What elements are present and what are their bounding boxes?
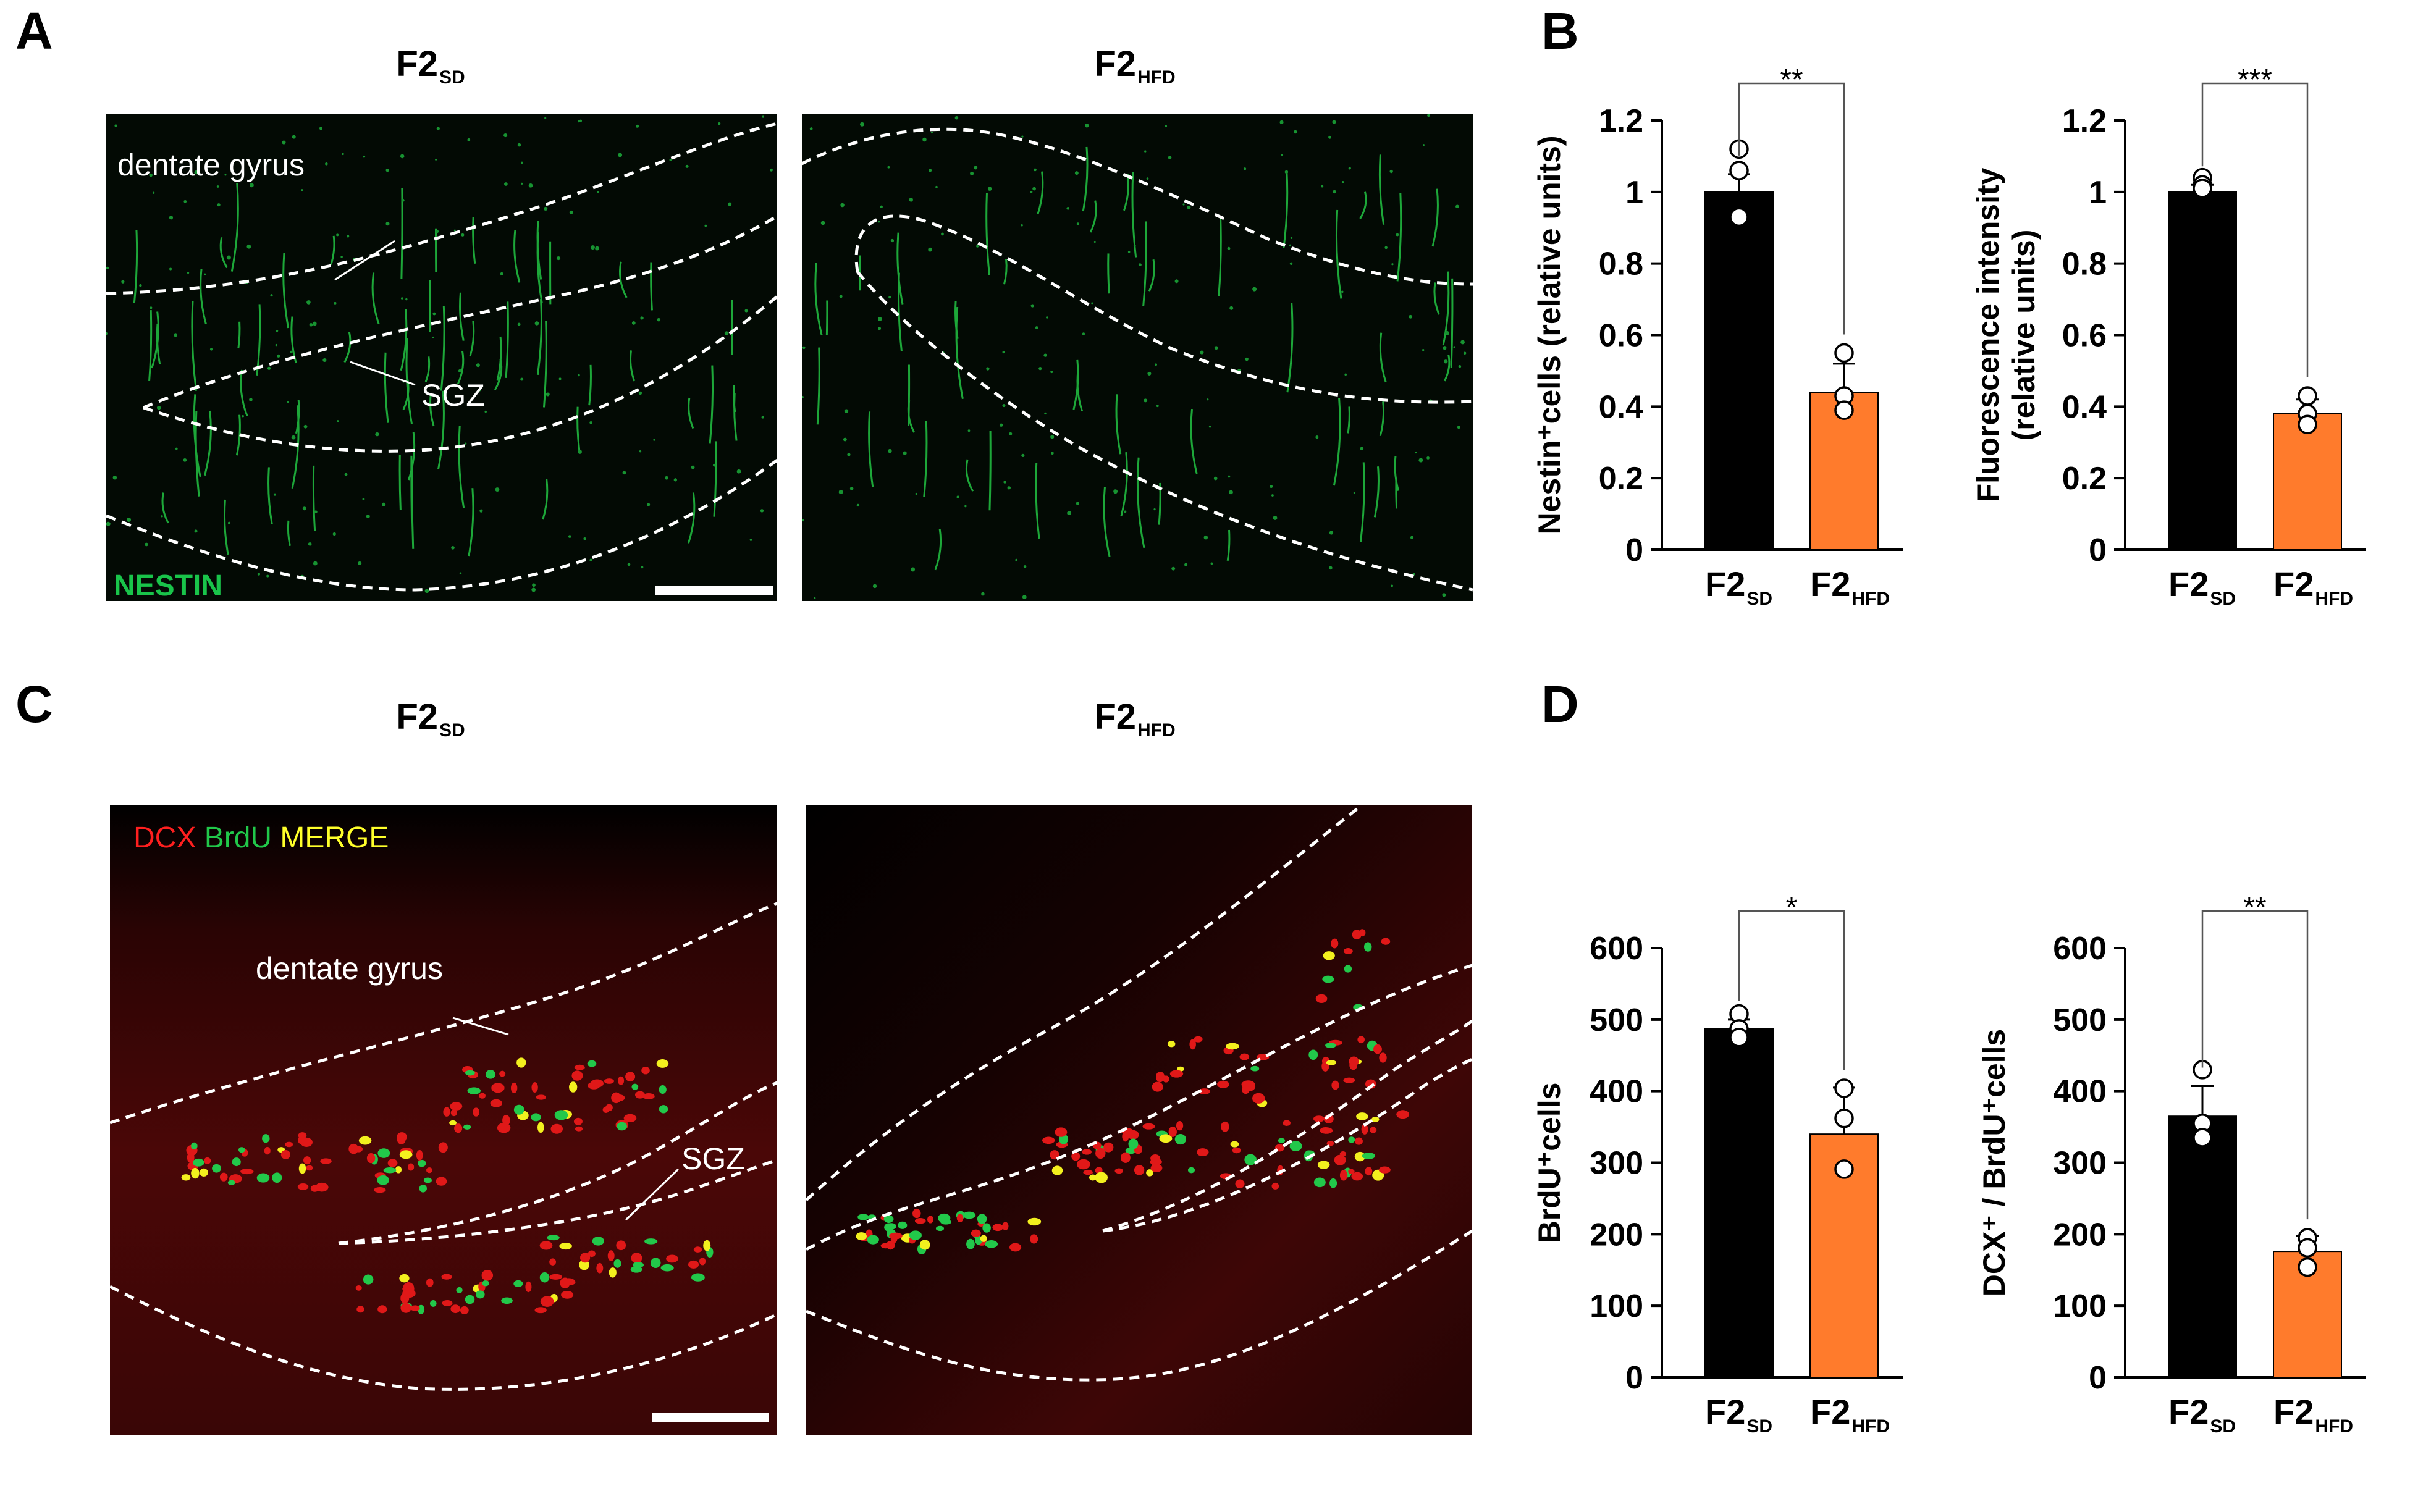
group-title-c-sd: F2SD <box>396 697 465 741</box>
y-tick-label: 0.6 <box>2062 318 2107 354</box>
nestin-micrograph-hfd <box>802 114 1473 601</box>
x-tick-label: F2HFD <box>2273 565 2353 609</box>
y-tick-label: 500 <box>1590 1002 1643 1038</box>
y-axis-label: Fluorescence intensity <box>1971 167 2005 502</box>
data-point <box>1729 1028 1749 1048</box>
y-tick-label: 0.6 <box>1599 318 1643 354</box>
y-tick-label: 0 <box>2089 1360 2107 1396</box>
label-nestin-stain: NESTIN <box>114 569 223 601</box>
data-point <box>2193 1128 2212 1148</box>
data-point <box>1729 207 1749 227</box>
chart-nestin-fluorescence: 0 0.2 0.4 0.6 0.8 1 1.2 Fluorescence intensity(… <box>1971 64 2366 609</box>
data-point <box>2298 414 2317 435</box>
data-point <box>1834 343 1854 363</box>
stain-legend: DCX BrdU MERGE <box>133 823 389 853</box>
data-point <box>1834 1108 1854 1128</box>
chart-dcx-brdu-cells: 0 100 200 300 400 500 600 DCX⁺ / BrdU⁺cells F2SD… <box>1977 891 2366 1437</box>
x-tick-label: F2SD <box>1705 1392 1772 1437</box>
x-tick-label: F2HFD <box>1810 565 1890 609</box>
significance-label: *** <box>2238 64 2272 96</box>
dcx-brdu-micrograph-sd-drawing <box>110 805 777 1435</box>
y-tick-label: 0.8 <box>2062 246 2107 282</box>
x-tick-label: F2SD <box>2168 1392 2236 1437</box>
y-tick-label: 1.2 <box>2062 103 2107 139</box>
y-axis-label: BrdU⁺cells <box>1532 1083 1567 1243</box>
y-tick-label: 1.2 <box>1599 103 1643 139</box>
panel-label-a: A <box>15 2 53 60</box>
label-dentate-gyrus-c: dentate gyrus <box>256 951 443 986</box>
bar <box>1704 1028 1774 1378</box>
data-point <box>1729 161 1749 180</box>
nestin-micrograph-hfd-drawing <box>802 114 1473 601</box>
y-tick-label: 200 <box>2053 1217 2107 1253</box>
panel-label-b: B <box>1541 2 1579 60</box>
data-point <box>2298 386 2317 406</box>
significance-bracket <box>2201 82 2309 377</box>
y-tick-label: 300 <box>1590 1146 1643 1182</box>
bar <box>2168 1115 2237 1378</box>
data-point <box>1834 1078 1854 1098</box>
y-tick-label: 0 <box>2089 532 2107 568</box>
nestin-micrograph-sd-drawing <box>106 114 777 601</box>
y-tick-label: 600 <box>1590 931 1643 967</box>
y-tick-label: 0.2 <box>2062 461 2107 497</box>
x-tick-label: F2HFD <box>2273 1392 2353 1437</box>
data-point <box>1834 400 1854 420</box>
group-title-a-sd: F2SD <box>396 44 465 88</box>
data-point <box>2298 1238 2317 1258</box>
y-axis-label-line2: (relative units) <box>2007 230 2041 441</box>
bar <box>1704 191 1774 551</box>
data-point <box>2193 178 2212 198</box>
y-tick-label: 500 <box>2053 1002 2107 1038</box>
chart-brdu-cells: 0 100 200 300 400 500 600 BrdU⁺cells F2SD F2HFD * <box>1532 891 1903 1437</box>
label-sgz-a: SGZ <box>421 378 485 413</box>
y-tick-label: 0 <box>1625 1360 1643 1396</box>
dcx-brdu-micrograph-hfd-drawing <box>806 805 1472 1435</box>
nestin-micrograph-sd: dentate gyrus SGZ NESTIN <box>106 114 777 601</box>
legend-dcx: DCX <box>133 821 196 854</box>
y-axis-label: DCX⁺ / BrdU⁺cells <box>1977 1029 2011 1296</box>
y-tick-label: 0.8 <box>1599 246 1643 282</box>
dcx-brdu-micrograph-hfd <box>806 805 1472 1435</box>
y-tick-label: 400 <box>2053 1074 2107 1110</box>
x-tick-label: F2HFD <box>1810 1392 1890 1437</box>
group-title-c-hfd: F2HFD <box>1094 697 1176 741</box>
dcx-brdu-micrograph-sd: dentate gyrus SGZ DCX BrdU MERGE <box>110 805 777 1435</box>
y-axis-label: Nestin⁺cells (relative units) <box>1532 135 1567 534</box>
panel-label-c: C <box>15 675 53 733</box>
significance-bracket <box>1738 82 1845 335</box>
y-tick-label: 0 <box>1625 532 1643 568</box>
label-sgz-c: SGZ <box>681 1141 745 1176</box>
y-tick-label: 400 <box>1590 1074 1643 1110</box>
bar <box>2273 413 2342 551</box>
y-tick-label: 100 <box>1590 1288 1643 1324</box>
y-tick-label: 100 <box>2053 1288 2107 1324</box>
panel-label-d: D <box>1541 675 1579 733</box>
y-tick-label: 0.4 <box>1599 389 1643 425</box>
y-tick-label: 1 <box>1625 175 1643 211</box>
y-tick-label: 200 <box>1590 1217 1643 1253</box>
bar <box>2168 191 2237 551</box>
y-tick-label: 600 <box>2053 931 2107 967</box>
x-tick-label: F2SD <box>1705 565 1772 609</box>
data-point <box>2298 1257 2317 1277</box>
significance-bracket <box>1738 910 1845 1070</box>
significance-bracket <box>2201 910 2309 1220</box>
significance-label: ** <box>2243 891 2266 924</box>
y-tick-label: 1 <box>2089 175 2107 211</box>
group-title-a-hfd: F2HFD <box>1094 44 1176 88</box>
y-tick-label: 0.4 <box>2062 389 2107 425</box>
y-tick-label: 300 <box>2053 1146 2107 1182</box>
legend-merge: MERGE <box>280 821 389 854</box>
x-tick-label: F2SD <box>2168 565 2236 609</box>
chart-nestin-cells: 0 0.2 0.4 0.6 0.8 1 1.2 Nestin⁺cells (relative … <box>1532 64 1903 609</box>
significance-label: ** <box>1780 64 1803 96</box>
label-dentate-gyrus-a: dentate gyrus <box>117 148 305 182</box>
significance-label: * <box>1786 891 1798 924</box>
data-point <box>1834 1159 1854 1179</box>
legend-brdu: BrdU <box>204 821 272 854</box>
y-tick-label: 0.2 <box>1599 461 1643 497</box>
